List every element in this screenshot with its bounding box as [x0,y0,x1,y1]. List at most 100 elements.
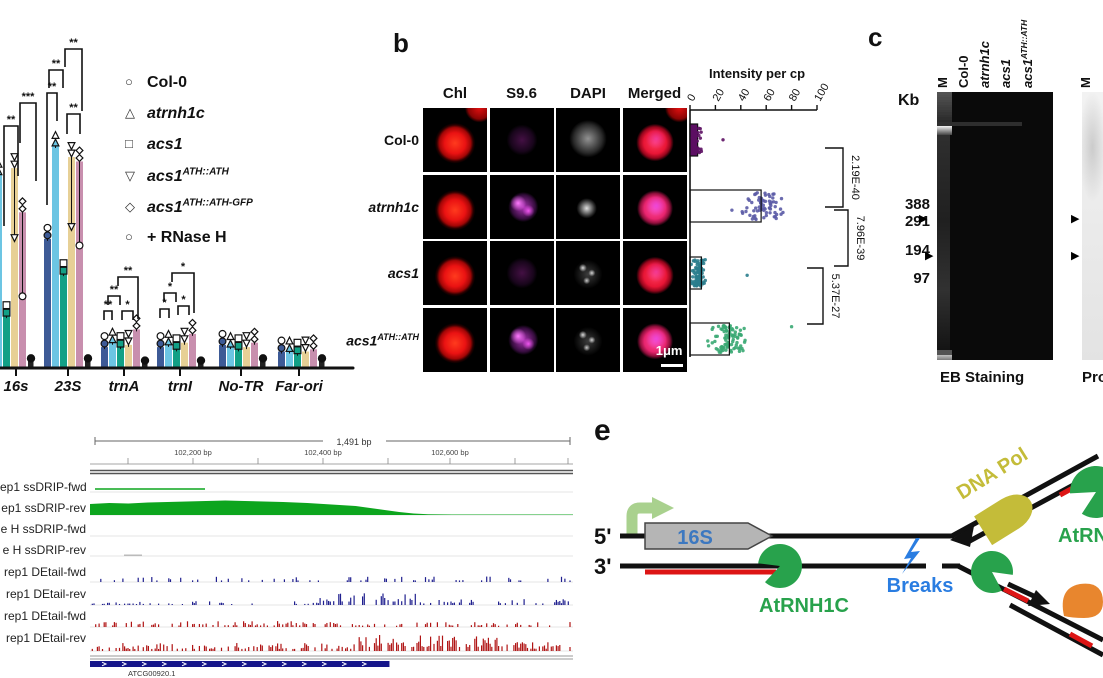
track-label: rep1 DEtail-rev [5,631,86,645]
jitter-dot [697,133,701,138]
jitter-dot [742,326,746,331]
bar-acs1ATH::ATH [125,344,132,367]
ladder-band [937,104,952,107]
jitter-dot [710,341,714,345]
significance-stars: * [181,294,186,306]
rnh1c-pacman-upper-icon [1070,466,1103,518]
jitter-dot [710,327,714,332]
jitter-dot [773,204,777,209]
row-label: acs1 [387,265,419,281]
bar-atrnh1c [286,351,293,367]
kb-title: Kb [898,92,920,109]
gel-lane-label: M [1078,77,1093,88]
track-label: rep1 DEtail-fwd [3,609,86,623]
jitter-dot [693,272,698,276]
gel-lane-label: M [935,77,950,88]
bar-outline [689,322,730,356]
jitter-dot [757,195,762,200]
bar-outline [689,189,762,223]
jitter-dot [752,209,756,213]
rnaseh-rev-signal [124,554,142,556]
jitter-dot [729,342,734,347]
band-arrowhead-icon: ▶ [925,250,934,262]
panel-e-schematic: e 5' DNA Pol AtRN 3' 16S [594,414,1103,658]
rnh1c-right-label: AtRN [1058,525,1103,547]
jitter-dot [693,127,698,131]
ladder-band [937,119,952,122]
jitter-dot [721,346,725,350]
ruler-tick-label: 102,200 bp [174,448,212,457]
jitter-dot [697,283,701,287]
band-arrowhead-icon: ▶ [1071,213,1080,225]
jitter-dot [789,325,794,329]
panel-a-bar-chart: ************************16s 23S trnA trnI No… [0,37,355,395]
jitter-dot [699,130,703,134]
jitter-dot [693,283,697,287]
scale-bar-label: 1μm [655,342,683,358]
track-label: rep1 DEtail-rev [5,587,86,601]
legend-label: + RNase H [147,229,227,246]
jitter-dot [694,276,698,280]
ladder-band [937,94,952,97]
three-prime-label: 3' [594,554,611,579]
jitter-dot [750,200,754,205]
panel-b-label: b [393,28,409,58]
jitter-dot [746,197,750,201]
eb-staining-caption: EB Staining [940,369,1025,386]
legend-item: ▽ acs1ATH::ATH [125,167,229,186]
bar-acs1ATH::ATH-GFP [251,342,258,367]
significance-stars: ** [124,265,133,277]
ladder-band [937,112,952,115]
jitter-dot [706,344,711,348]
significance-stars: ** [7,114,16,126]
rnh1c-label: AtRNH1C [759,595,849,617]
x-axis-label: 16s [3,378,28,395]
five-prime-label: 5' [594,524,611,549]
pvalue-label: 2.19E-40 [849,155,861,200]
promoter-arrow-icon [626,502,652,538]
jitter-dot [733,346,738,350]
jitter-dot [701,258,706,262]
jitter-dot [722,329,726,334]
bar-acs1ATH::ATH-GFP [189,333,196,367]
legend-marker-icon: ○ [125,229,133,244]
jitter-dot [716,324,721,329]
jitter-dot [724,348,728,352]
micrograph-cell [556,241,620,305]
jitter-dot [743,338,747,343]
legend-label: acs1 [147,136,183,153]
jitter-dot [715,334,719,338]
fork-lower-line-2 [1008,602,1103,658]
eb-gel-image [937,92,1053,360]
ladder-band [937,114,952,117]
kb-marker-label: 291 [904,213,930,230]
jitter-dot [731,339,735,344]
gel-lane-label: acs1ATH::ATH [1019,19,1035,88]
panel-e-label: e [594,414,611,447]
micrograph-cell [489,108,554,172]
track-label: e H ssDRIP-rev [2,543,86,557]
jitter-dot [744,209,748,214]
legend-item: △ atrnh1c [125,105,205,123]
bar-Col-0 [219,344,226,367]
significance-bracket [159,308,170,318]
ladder-band [937,117,952,120]
legend-label: acs1ATH::ATH-GFP [147,198,253,217]
bar-rnaseh [198,362,204,367]
jitter-dot [772,215,776,219]
jitter-dot [754,206,758,210]
significance-bracket [19,102,37,181]
micrograph-cell [622,108,687,172]
bar-acs1ATH::ATH [243,347,250,367]
bar-rnaseh [28,360,34,367]
jitter-dot [734,325,739,330]
jitter-dot [694,267,699,271]
bar-acs1ATH::ATH [11,168,18,367]
jitter-dot [729,348,733,353]
jitter-dot [768,207,773,211]
gel-lane-label: Col-0 [956,56,971,89]
legend-marker-icon: ▽ [125,168,135,184]
bar-acs1 [3,316,10,367]
jitter-dot [779,196,784,201]
gel-lane-label: atrnh1c [977,40,992,88]
